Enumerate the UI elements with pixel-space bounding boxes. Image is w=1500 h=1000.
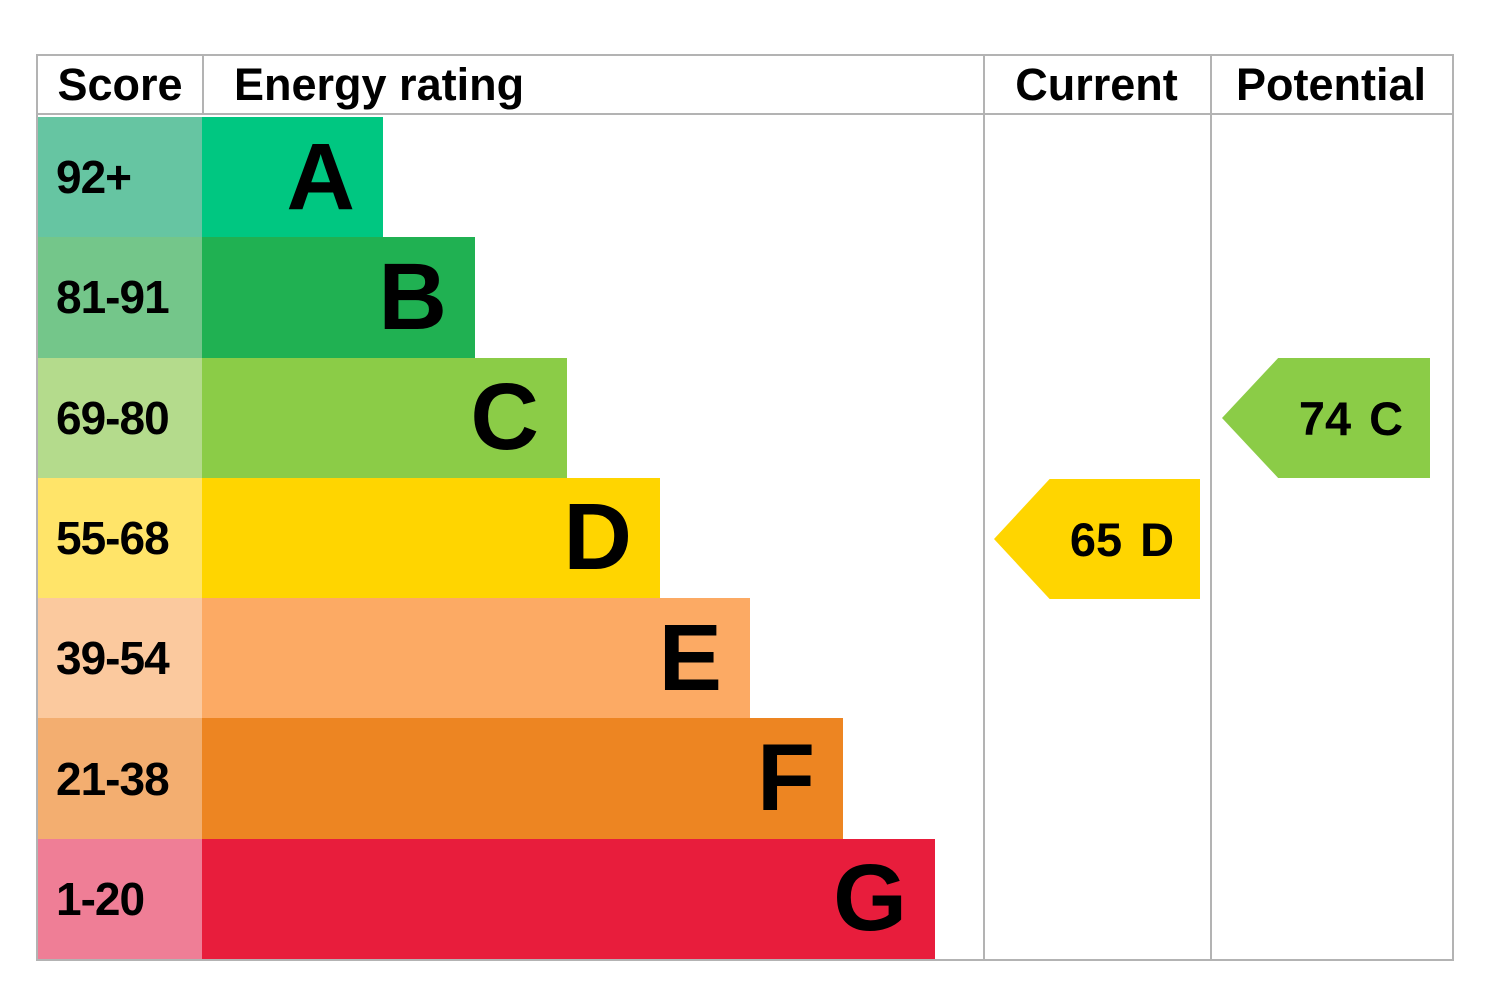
band-letter-e: E — [658, 604, 722, 711]
band-letter-f: F — [756, 725, 815, 832]
potential-rating-score: 74 — [1298, 391, 1352, 445]
divider-score-rating — [202, 56, 204, 115]
energy-band-bar-c: C — [202, 357, 567, 478]
score-range-c: 69-80 — [38, 357, 202, 478]
band-row-f: 21-38 F — [38, 718, 1452, 839]
score-range-e: 39-54 — [38, 598, 202, 719]
band-row-a: 92+ A — [38, 117, 1452, 238]
score-range-f: 21-38 — [38, 718, 202, 839]
energy-band-bar-g: G — [202, 838, 935, 959]
band-letter-g: G — [833, 845, 907, 952]
potential-rating-band: C — [1369, 391, 1404, 445]
energy-band-bar-f: F — [202, 718, 843, 839]
current-rating-band: D — [1140, 512, 1175, 566]
band-row-e: 39-54 E — [38, 598, 1452, 719]
band-rows: 92+ A 81-91 B 69-80 C 55-68 — [38, 117, 1452, 959]
band-row-g: 1-20 G — [38, 838, 1452, 959]
energy-band-bar-b: B — [202, 237, 475, 358]
table-header: Score Energy rating Current Potential — [38, 56, 1452, 115]
divider-potential-column — [1210, 56, 1212, 959]
energy-band-bar-d: D — [202, 477, 660, 599]
rating-table: Score Energy rating Current Potential 92… — [36, 54, 1454, 961]
header-energy-rating: Energy rating — [234, 58, 525, 110]
header-current: Current — [1015, 58, 1178, 110]
band-letter-a: A — [286, 123, 355, 230]
band-letter-c: C — [470, 364, 539, 471]
score-range-a: 92+ — [38, 117, 202, 238]
band-letter-b: B — [378, 243, 447, 350]
current-rating-score: 65 — [1069, 512, 1123, 566]
energy-band-bar-e: E — [202, 598, 750, 719]
energy-band-bar-a: A — [202, 117, 383, 238]
band-row-d: 55-68 D — [38, 477, 1452, 599]
band-row-b: 81-91 B — [38, 237, 1452, 358]
header-score: Score — [57, 58, 183, 110]
score-range-b: 81-91 — [38, 237, 202, 358]
score-range-d: 55-68 — [38, 477, 202, 599]
divider-current-column — [983, 56, 985, 959]
band-letter-d: D — [563, 484, 632, 591]
score-range-g: 1-20 — [38, 838, 202, 959]
band-row-c: 69-80 C — [38, 357, 1452, 478]
header-potential: Potential — [1235, 58, 1427, 110]
